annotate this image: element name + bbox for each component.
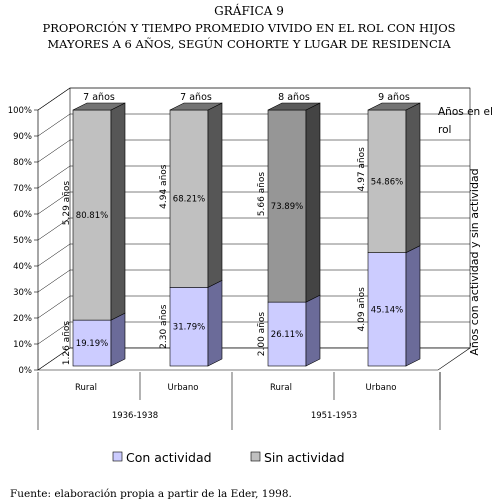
gridline-diagonal xyxy=(37,165,71,189)
gridline-diagonal xyxy=(37,269,71,293)
years-label-sin-actividad: 4.94 años xyxy=(159,164,169,209)
bar-segment-sin-actividad xyxy=(267,109,307,303)
data-label-sin-actividad: 54.86% xyxy=(371,177,403,187)
bar-top-face xyxy=(267,102,321,111)
gridline-diagonal xyxy=(37,217,71,241)
bar-segment-con-actividad xyxy=(367,252,407,367)
bar-top-face xyxy=(169,102,223,111)
bars xyxy=(72,102,421,367)
side-annotation-line-2: rol xyxy=(438,124,451,136)
stacked-bar xyxy=(72,102,126,367)
legend-swatch-con-actividad xyxy=(112,451,123,462)
y-tick-label: 40% xyxy=(13,262,32,272)
legend-label-sin-actividad: Sin actividad xyxy=(264,450,345,465)
y-tick-label: 30% xyxy=(13,288,32,298)
gridline-diagonal xyxy=(37,113,71,137)
years-label-con-actividad: 2.00 años xyxy=(257,312,267,357)
bar-segment-con-actividad xyxy=(267,301,307,367)
figure-label: GRÁFICA 9 xyxy=(214,3,284,18)
y-axis: 0% 10% 20% 30% 40% 50% 60% 70% 80% 90% 100% xyxy=(8,106,39,376)
data-label-con-actividad: 31.79% xyxy=(173,323,205,333)
gridline-diagonal xyxy=(37,191,71,215)
gridline-diagonal xyxy=(37,87,71,111)
bar-side-con-actividad xyxy=(110,312,126,367)
source-note: Fuente: elaboración propia a partir de l… xyxy=(10,488,292,500)
years-label-con-actividad: 2.30 años xyxy=(159,304,169,349)
total-years-label: 7 años xyxy=(180,92,212,103)
chart-title-line-1: PROPORCIÓN Y TIEMPO PROMEDIO VIVIDO EN E… xyxy=(42,21,455,35)
data-label-con-actividad: 19.19% xyxy=(76,339,108,349)
data-label-con-actividad: 26.11% xyxy=(271,330,303,340)
y-tick-label: 60% xyxy=(13,210,32,220)
bar-side-con-actividad xyxy=(405,245,421,367)
bar-side-sin-actividad xyxy=(110,102,126,321)
y-tick-label: 90% xyxy=(13,132,32,142)
gridline-diagonal xyxy=(37,139,71,163)
data-label-sin-actividad: 73.89% xyxy=(271,202,303,212)
data-label-sin-actividad: 68.21% xyxy=(173,195,205,205)
y-axis-title: Años con actividad y sin actividad xyxy=(468,168,481,355)
legend-label-con-actividad: Con actividad xyxy=(126,450,212,465)
y-tick-label: 20% xyxy=(13,314,32,324)
y-tick-label: 70% xyxy=(13,184,32,194)
x-axis-categories: Rural Urbano Rural Urbano 1936-1938 1951-1953 xyxy=(37,372,441,430)
years-label-sin-actividad: 4.97 años xyxy=(357,147,367,192)
y-tick-label: 0% xyxy=(19,366,33,376)
legend: Con actividad Sin actividad xyxy=(112,450,345,465)
side-annotation-line-1: Años en el xyxy=(438,106,493,118)
bar-top-face xyxy=(367,102,421,111)
bar-side-sin-actividad xyxy=(305,102,321,303)
bar-segment-con-actividad xyxy=(72,319,112,367)
bar-segment-con-actividad xyxy=(169,287,209,367)
gridline-diagonal xyxy=(37,295,71,319)
category-label: Urbano xyxy=(168,383,199,393)
bar-side-con-actividad xyxy=(305,294,321,367)
years-label-sin-actividad: 5.66 años xyxy=(257,172,267,217)
bar-side-con-actividad xyxy=(207,279,223,367)
years-label-con-actividad: 1.26 años xyxy=(62,321,72,366)
y-tick-label: 10% xyxy=(13,340,32,350)
stacked-bar xyxy=(169,102,223,367)
years-label-sin-actividad: 5.29 años xyxy=(62,181,72,226)
bar-side-sin-actividad xyxy=(405,102,421,254)
bar-segment-sin-actividad xyxy=(169,109,209,288)
data-labels: 19.19% 80.81% 7 años 1.26 años 5.29 años 31.7… xyxy=(62,92,410,365)
y-tick-label: 80% xyxy=(13,158,32,168)
gridline-diagonal xyxy=(37,321,71,345)
category-label: Urbano xyxy=(366,383,397,393)
stacked-bar xyxy=(267,102,321,367)
total-years-label: 7 años xyxy=(83,92,115,103)
chart-title-line-2: MAYORES A 6 AÑOS, SEGÚN COHORTE Y LUGAR … xyxy=(47,37,451,51)
bar-top-face xyxy=(72,102,126,111)
legend-swatch-sin-actividad xyxy=(250,451,261,462)
stacked-bar xyxy=(367,102,421,367)
gridline-diagonal xyxy=(37,347,71,371)
data-label-sin-actividad: 80.81% xyxy=(76,211,108,221)
total-years-label: 9 años xyxy=(378,92,410,103)
cohort-label: 1951-1953 xyxy=(311,411,357,421)
bar-side-sin-actividad xyxy=(207,102,223,288)
y-tick-label: 50% xyxy=(13,236,32,246)
total-years-label: 8 años xyxy=(278,92,310,103)
cohort-label: 1936-1938 xyxy=(112,411,158,421)
y-tick-label: 100% xyxy=(8,106,32,116)
bar-segment-sin-actividad xyxy=(72,109,112,321)
data-label-con-actividad: 45.14% xyxy=(371,305,403,315)
gridline-diagonal xyxy=(37,243,71,267)
years-label-con-actividad: 4.09 años xyxy=(357,287,367,332)
category-label: Rural xyxy=(270,383,292,393)
category-label: Rural xyxy=(75,383,97,393)
